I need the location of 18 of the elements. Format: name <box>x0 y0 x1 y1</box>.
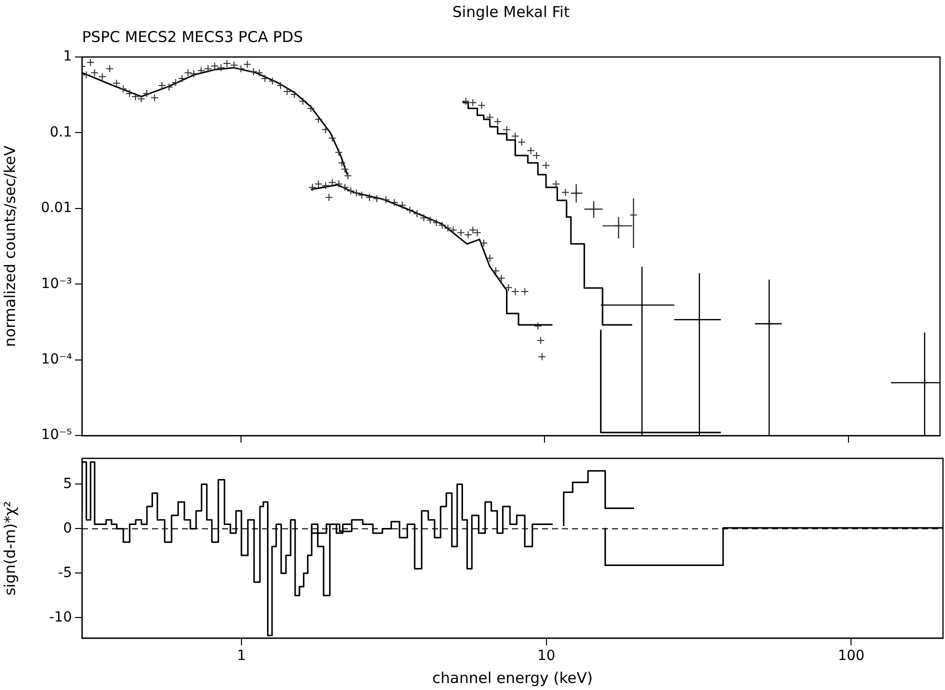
y-axis-title: normalized counts/sec/keV <box>0 144 19 347</box>
x-axis-title: channel energy (keV) <box>432 668 593 687</box>
y-tick-label: -5 <box>58 564 72 581</box>
chart-subtitle: PSPC MECS2 MECS3 PCA PDS <box>82 28 303 46</box>
y-tick-label: 0.01 <box>40 200 72 216</box>
y-tick-label: 0.1 <box>50 124 72 140</box>
y-tick-label: 10⁻³ <box>41 276 72 292</box>
x-tick-label: 1 <box>236 648 246 664</box>
y-axis-title: sign(d-m)*χ² <box>0 501 19 596</box>
x-tick-label: 100 <box>838 648 865 664</box>
y-tick-label: 10⁻⁴ <box>41 352 72 368</box>
y-tick-label: 10⁻⁵ <box>41 427 72 444</box>
y-tick-label: -10 <box>49 609 72 626</box>
chart-title: Single Mekal Fit <box>452 3 570 21</box>
y-tick-label: 0 <box>63 520 72 536</box>
y-tick-label: 1 <box>63 48 72 65</box>
x-tick-label: 10 <box>537 648 556 664</box>
y-tick-label: 5 <box>63 476 72 492</box>
